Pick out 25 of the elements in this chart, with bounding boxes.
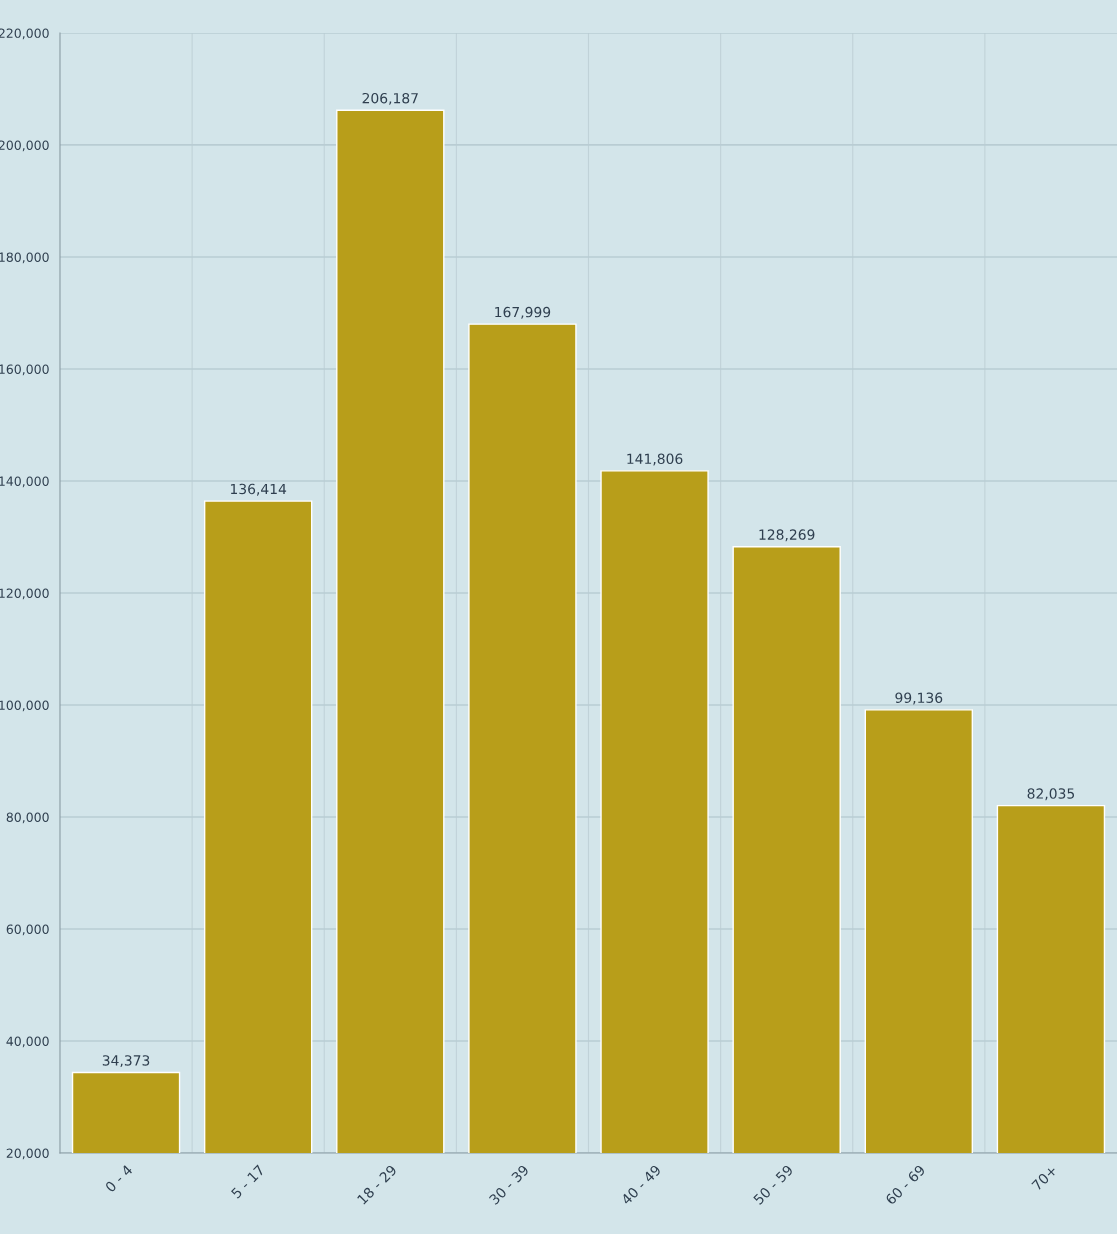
x-tick-label: 30 - 39 [488, 1164, 530, 1206]
x-tick-label: 18 - 29 [356, 1164, 398, 1205]
x-tick-label: 0 - 4 [104, 1164, 134, 1193]
data-label: 167,999 [495, 306, 551, 319]
y-tick-label: 140,000 [0, 476, 49, 488]
y-tick-label: 160,000 [0, 364, 49, 376]
data-label: 82,035 [1027, 788, 1075, 801]
x-tick-label: 40 - 49 [620, 1164, 662, 1206]
y-tick-label: 60,000 [6, 924, 49, 936]
x-tick-label: 50 - 59 [752, 1164, 794, 1206]
y-tick-label: 180,000 [0, 252, 49, 264]
y-tick-label: 120,000 [0, 588, 49, 600]
y-tick-label: 40,000 [6, 1036, 49, 1048]
x-tick-label: 70+ [1031, 1164, 1058, 1191]
data-label: 206,187 [362, 92, 418, 105]
data-label: 99,136 [895, 692, 943, 705]
data-label: 128,269 [759, 529, 815, 542]
x-tick-label: 60 - 69 [884, 1164, 926, 1206]
y-tick-label: 80,000 [6, 812, 49, 824]
y-tick-label: 20,000 [6, 1148, 49, 1160]
y-tick-label: 100,000 [0, 700, 49, 712]
x-tick-label: 5 - 17 [230, 1164, 265, 1199]
data-label: 34,373 [102, 1055, 150, 1068]
data-label: 136,414 [230, 483, 287, 496]
data-label: 141,806 [627, 453, 683, 466]
